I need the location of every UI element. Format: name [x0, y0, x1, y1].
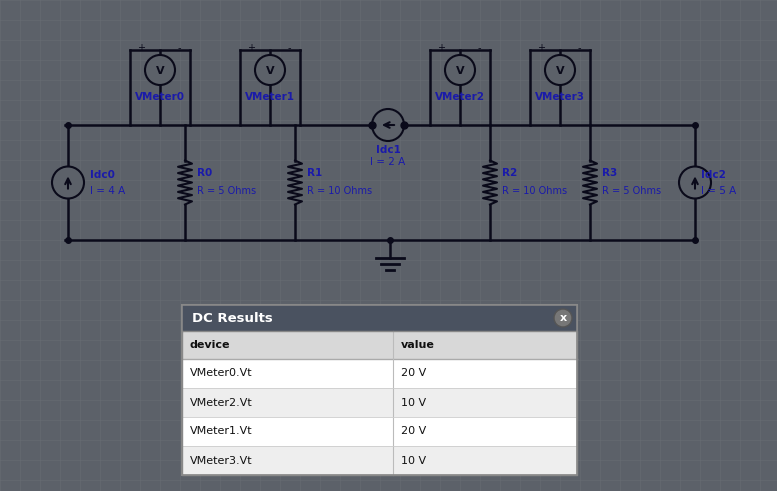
Text: -: - — [477, 43, 481, 53]
FancyBboxPatch shape — [182, 446, 577, 475]
Text: R0: R0 — [197, 167, 212, 178]
Text: -: - — [287, 43, 291, 53]
Text: +: + — [247, 43, 255, 53]
Text: VMeter2: VMeter2 — [435, 92, 485, 102]
Text: VMeter3.Vt: VMeter3.Vt — [190, 456, 253, 465]
FancyBboxPatch shape — [182, 331, 577, 359]
Text: -: - — [577, 43, 580, 53]
Text: I = 4 A: I = 4 A — [90, 186, 125, 195]
Text: VMeter1.Vt: VMeter1.Vt — [190, 427, 253, 436]
Text: R = 10 Ohms: R = 10 Ohms — [307, 186, 372, 195]
Text: VMeter1: VMeter1 — [245, 92, 295, 102]
Text: DC Results: DC Results — [192, 311, 273, 325]
Circle shape — [255, 55, 285, 85]
Text: V: V — [556, 66, 564, 76]
Text: x: x — [559, 313, 566, 323]
Text: R3: R3 — [602, 167, 617, 178]
Circle shape — [445, 55, 475, 85]
FancyBboxPatch shape — [182, 359, 577, 388]
Text: Idc0: Idc0 — [90, 169, 115, 180]
Text: R2: R2 — [502, 167, 517, 178]
Text: 10 V: 10 V — [402, 398, 427, 408]
Text: 10 V: 10 V — [402, 456, 427, 465]
Circle shape — [554, 309, 572, 327]
FancyBboxPatch shape — [182, 305, 577, 331]
Text: R = 10 Ohms: R = 10 Ohms — [502, 186, 567, 195]
Text: V: V — [455, 66, 465, 76]
Text: Idc2: Idc2 — [701, 169, 726, 180]
Text: VMeter0: VMeter0 — [135, 92, 185, 102]
Circle shape — [372, 109, 404, 141]
Text: +: + — [537, 43, 545, 53]
Circle shape — [679, 166, 711, 198]
FancyBboxPatch shape — [182, 331, 577, 475]
Circle shape — [145, 55, 175, 85]
Text: 20 V: 20 V — [402, 427, 427, 436]
FancyBboxPatch shape — [182, 388, 577, 417]
Text: -: - — [177, 43, 181, 53]
Text: Idc1: Idc1 — [375, 145, 400, 155]
Text: I = 5 A: I = 5 A — [701, 186, 737, 195]
Text: V: V — [155, 66, 164, 76]
Text: R = 5 Ohms: R = 5 Ohms — [197, 186, 256, 195]
Text: R1: R1 — [307, 167, 322, 178]
Text: I = 2 A: I = 2 A — [371, 157, 406, 167]
Text: VMeter3: VMeter3 — [535, 92, 585, 102]
Text: device: device — [190, 340, 231, 350]
Circle shape — [545, 55, 575, 85]
Text: VMeter0.Vt: VMeter0.Vt — [190, 369, 253, 379]
Circle shape — [52, 166, 84, 198]
Text: V: V — [266, 66, 274, 76]
Text: +: + — [137, 43, 145, 53]
Text: R = 5 Ohms: R = 5 Ohms — [602, 186, 661, 195]
Text: +: + — [437, 43, 445, 53]
Text: VMeter2.Vt: VMeter2.Vt — [190, 398, 253, 408]
Text: 20 V: 20 V — [402, 369, 427, 379]
Text: value: value — [402, 340, 435, 350]
FancyBboxPatch shape — [182, 305, 577, 475]
FancyBboxPatch shape — [182, 417, 577, 446]
